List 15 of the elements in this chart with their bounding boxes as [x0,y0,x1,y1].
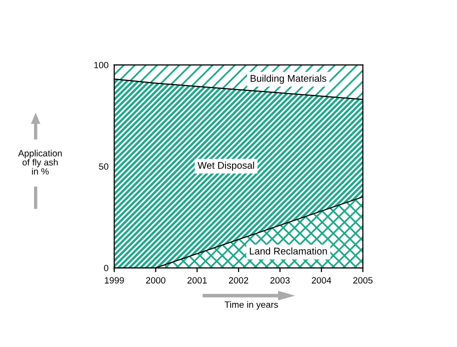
y-axis-title: Application of fly ash in % [18,150,62,175]
x-tick-label: 2003 [270,277,290,284]
x-tick-label: 2001 [188,277,207,284]
x-axis-title: Time in years [224,301,278,310]
x-tick-label: 2000 [146,277,166,284]
series-label: Building Materials [250,74,326,84]
x-tick-label: 2004 [312,277,332,284]
x-tick-label: 1999 [104,277,124,284]
x-tick-label: 2002 [228,277,248,284]
series-label: Land Reclamation [250,247,327,255]
series-label: Wet Disposal [198,162,254,171]
y-tick-label: 100 [94,62,108,68]
y-tick-label: 0 [104,264,108,272]
x-tick-label: 2005 [353,277,373,284]
y-tick-label: 50 [99,163,108,170]
